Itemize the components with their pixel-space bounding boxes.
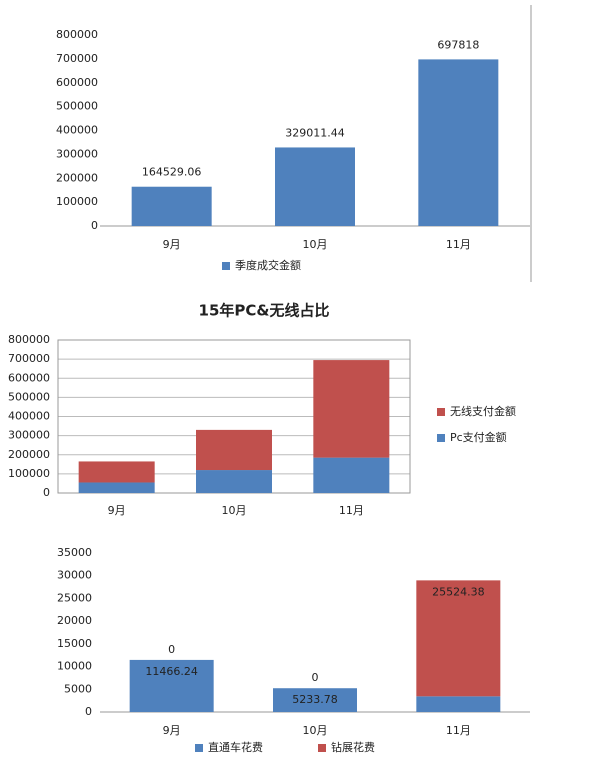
bar (196, 470, 272, 493)
y-tick-label: 100000 (56, 195, 98, 208)
y-tick-label: 0 (91, 219, 98, 232)
legend-swatch (195, 744, 203, 752)
y-tick-label: 20000 (57, 614, 92, 627)
y-tick-label: 35000 (57, 546, 92, 559)
y-tick-label: 5000 (64, 682, 92, 695)
y-tick-label: 700000 (8, 352, 50, 365)
x-tick-label: 10月 (303, 724, 328, 737)
bar (418, 59, 499, 227)
legend-label: 无线支付金额 (450, 404, 516, 418)
data-label: 329011.44 (285, 126, 345, 139)
data-label: 164529.06 (142, 166, 202, 179)
x-tick-label: 11月 (446, 238, 471, 251)
bar (416, 580, 501, 697)
y-tick-label: 25000 (57, 591, 92, 604)
bar (78, 461, 155, 483)
x-tick-label: 10月 (303, 238, 328, 251)
legend-label: 钻展花费 (331, 740, 375, 754)
y-tick-label: 15000 (57, 637, 92, 650)
data-label: 0 (168, 643, 175, 656)
data-label: 697818 (437, 38, 479, 51)
legend-label: Pc支付金额 (450, 430, 507, 444)
data-label: 11466.24 (145, 665, 198, 678)
x-tick-label: 9月 (163, 724, 181, 737)
chart-title: 15年PC&无线占比 (199, 302, 330, 320)
x-tick-label: 11月 (446, 724, 471, 737)
y-tick-label: 30000 (57, 569, 92, 582)
y-tick-label: 500000 (56, 100, 98, 113)
y-tick-label: 300000 (56, 147, 98, 160)
y-tick-label: 800000 (56, 28, 98, 41)
bar (313, 360, 390, 458)
bar (416, 696, 501, 712)
y-tick-label: 600000 (56, 76, 98, 89)
y-tick-label: 200000 (8, 448, 50, 461)
legend-swatch (437, 408, 445, 416)
legend-label: 直通车花费 (208, 740, 263, 754)
x-tick-label: 10月 (222, 504, 247, 517)
y-tick-label: 0 (43, 486, 50, 499)
y-tick-label: 700000 (56, 52, 98, 65)
y-tick-label: 800000 (8, 333, 50, 346)
x-tick-label: 9月 (108, 504, 126, 517)
y-tick-label: 400000 (56, 124, 98, 137)
bar (313, 457, 390, 493)
y-tick-label: 400000 (8, 410, 50, 423)
bar (196, 429, 272, 471)
y-tick-label: 10000 (57, 660, 92, 673)
bar (273, 688, 357, 712)
y-tick-label: 300000 (8, 429, 50, 442)
legend-label: 季度成交金额 (235, 258, 301, 272)
y-tick-label: 600000 (8, 371, 50, 384)
legend-swatch (318, 744, 326, 752)
bar (131, 186, 212, 226)
data-label: 25524.38 (432, 585, 485, 598)
legend-swatch (437, 434, 445, 442)
x-tick-label: 9月 (163, 238, 181, 251)
y-tick-label: 0 (85, 705, 92, 718)
data-label: 0 (312, 671, 319, 684)
y-tick-label: 200000 (56, 171, 98, 184)
x-tick-label: 11月 (339, 504, 364, 517)
bar (78, 482, 155, 493)
data-label: 5233.78 (292, 693, 338, 706)
bar (129, 659, 214, 712)
bar (275, 147, 355, 226)
y-tick-label: 500000 (8, 390, 50, 403)
legend-swatch (222, 262, 230, 270)
y-tick-label: 100000 (8, 467, 50, 480)
